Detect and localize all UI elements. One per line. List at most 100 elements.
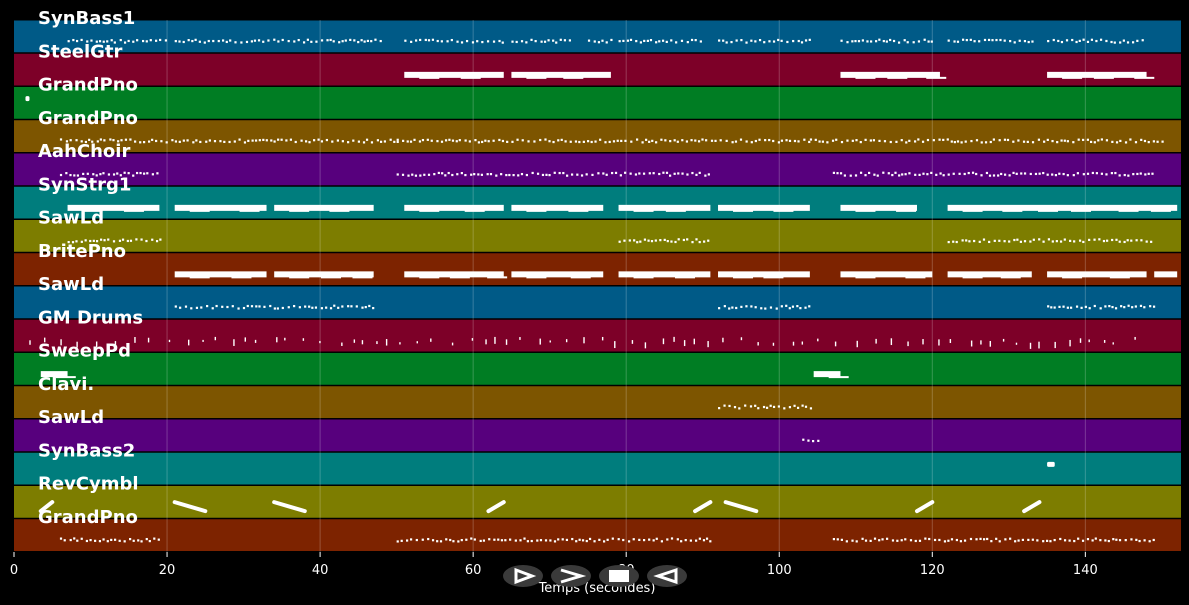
note: [404, 39, 407, 42]
note: [1088, 238, 1091, 242]
note: [370, 141, 374, 144]
note: [1027, 40, 1030, 44]
note: [942, 174, 945, 177]
note-bar: [962, 276, 983, 279]
note: [225, 40, 228, 44]
note-bar: [674, 276, 695, 279]
note: [337, 306, 340, 309]
track-notes: [67, 204, 1178, 212]
note-bar: [82, 209, 103, 212]
note: [276, 337, 278, 343]
note: [1115, 538, 1118, 541]
note: [697, 140, 701, 143]
note: [293, 40, 296, 43]
note: [147, 337, 150, 343]
note: [199, 140, 202, 144]
note: [907, 341, 909, 347]
note: [881, 538, 884, 541]
note: [808, 38, 811, 41]
note: [1141, 39, 1144, 42]
note: [233, 140, 236, 143]
note: [433, 173, 436, 176]
note: [618, 40, 621, 43]
note: [760, 307, 763, 310]
note: [1004, 538, 1007, 541]
note: [1106, 239, 1109, 242]
track-label: BritePno: [38, 241, 126, 262]
note-bar: [1047, 71, 1147, 78]
note: [560, 138, 563, 141]
note: [644, 342, 647, 349]
note: [875, 338, 877, 344]
track-lane: [14, 87, 1181, 119]
note: [110, 39, 113, 42]
note: [89, 538, 92, 542]
note: [849, 174, 852, 177]
note: [409, 140, 413, 143]
note-bar: [718, 271, 810, 278]
note: [302, 338, 305, 341]
note: [1099, 539, 1102, 542]
note: [1076, 172, 1079, 175]
note: [517, 174, 520, 177]
note: [901, 173, 904, 176]
note: [780, 39, 783, 42]
note: [1062, 305, 1065, 308]
note: [665, 40, 668, 44]
forward-button[interactable]: [551, 565, 591, 587]
note: [680, 39, 684, 42]
note: [121, 238, 125, 241]
note: [84, 239, 87, 242]
note: [525, 41, 528, 44]
note: [676, 538, 679, 541]
note: [576, 173, 579, 176]
note: [202, 339, 204, 342]
note: [797, 140, 800, 143]
note: [553, 540, 557, 543]
track-notes: [40, 371, 849, 379]
note: [1050, 306, 1053, 309]
stop-button[interactable]: [599, 565, 639, 587]
note: [622, 39, 625, 43]
track-notes: [67, 238, 1153, 244]
note: [172, 500, 208, 514]
note: [859, 171, 863, 174]
note: [565, 538, 569, 542]
note: [703, 240, 706, 243]
note: [938, 538, 941, 542]
note: [980, 141, 983, 144]
note: [294, 140, 297, 144]
note: [1017, 539, 1020, 542]
note: [411, 173, 414, 176]
track-label: SteelGtr: [38, 41, 123, 62]
note: [1013, 41, 1016, 44]
note: [341, 342, 343, 346]
note: [1112, 538, 1115, 541]
note: [832, 538, 836, 541]
note: [561, 538, 564, 541]
note: [1075, 305, 1079, 308]
note: [950, 140, 953, 143]
play-outline-button[interactable]: [503, 565, 543, 587]
note: [419, 174, 422, 177]
back-button[interactable]: [647, 565, 687, 587]
note: [213, 140, 217, 143]
note: [320, 140, 324, 143]
note-bar: [718, 204, 810, 211]
note: [416, 341, 418, 344]
note: [757, 342, 759, 346]
note: [194, 38, 197, 41]
note: [1043, 140, 1046, 143]
track-label: SynStrg1: [38, 174, 131, 195]
forward-icon: [560, 568, 587, 584]
note: [396, 173, 399, 176]
note: [587, 39, 591, 42]
note: [405, 539, 409, 542]
note: [684, 539, 687, 542]
note: [769, 306, 773, 309]
note: [980, 174, 983, 177]
note: [129, 138, 132, 141]
note: [1139, 304, 1143, 308]
note: [690, 139, 693, 142]
note-bar: [329, 209, 350, 212]
